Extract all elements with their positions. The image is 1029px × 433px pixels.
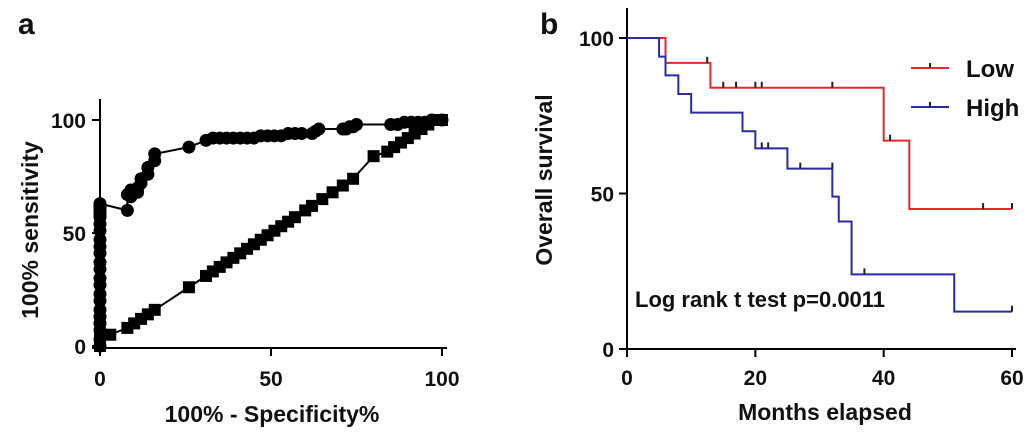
x-tick-label: 40 (872, 367, 895, 390)
roc-point (295, 127, 309, 141)
reference-point (182, 281, 195, 294)
reference-point (436, 114, 448, 126)
roc-point (312, 122, 326, 136)
roc-series (93, 113, 449, 353)
y-tick-label: 50 (591, 184, 614, 207)
x-tick-label: 100 (424, 368, 459, 391)
x-tick-label: 0 (94, 368, 106, 391)
reference-point (148, 303, 161, 316)
reference-point (288, 211, 301, 224)
x-tick-label: 0 (621, 367, 633, 390)
y-tick-label: 100 (579, 28, 614, 51)
y-tick-label: 0 (602, 339, 614, 362)
reference-point (316, 193, 329, 206)
roc-point (93, 197, 107, 211)
reference-point (227, 251, 240, 264)
logrank-annotation: Log rank t test p=0.0011 (635, 287, 885, 312)
roc-point (93, 287, 107, 301)
legend-label-low: Low (966, 56, 1014, 83)
reference-point (326, 186, 339, 199)
km-ticks: 0 20 40 60 0 50 100 (579, 28, 1024, 390)
km-panel: b Overall survival Months elapsed 0 20 40 6… (531, 8, 1024, 425)
survival-curve-high (627, 37, 1012, 313)
roc-point (120, 203, 134, 217)
roc-y-axis-title: 100% sensitivity (17, 141, 43, 319)
reference-point (367, 150, 380, 163)
reference-point (347, 172, 360, 185)
y-tick-label: 100 (51, 110, 86, 133)
roc-ticks: 0 50 100 0 50 100 (51, 110, 460, 391)
panel-letter-a: a (18, 8, 35, 41)
reference-point (94, 333, 106, 346)
roc-x-axis-title: 100% - Specificity% (165, 401, 380, 427)
reference-point (104, 328, 117, 341)
roc-panel: a 100% sensitivity 100% - Specificity% 0… (17, 8, 460, 427)
roc-point (148, 147, 162, 161)
reference-point (306, 199, 319, 212)
x-tick-label: 50 (259, 368, 282, 391)
y-tick-label: 0 (74, 336, 86, 359)
roc-point (182, 140, 196, 154)
reference-point (336, 179, 349, 192)
km-series (627, 37, 1013, 313)
survival-curve-low (627, 37, 1012, 211)
y-tick-label: 50 (63, 223, 86, 246)
roc-point (93, 271, 107, 285)
reference-point (254, 233, 267, 246)
km-x-axis-title: Months elapsed (738, 399, 912, 425)
roc-point (93, 255, 107, 269)
roc-point (350, 118, 363, 132)
reference-point (422, 118, 435, 131)
km-y-axis-title: Overall survival (531, 94, 557, 265)
roc-point (93, 233, 107, 247)
panel-letter-b: b (540, 8, 558, 41)
roc-point (93, 303, 107, 317)
legend: Low High (911, 56, 1019, 122)
x-tick-label: 60 (1000, 367, 1023, 390)
x-tick-label: 20 (744, 367, 767, 390)
legend-label-high: High (966, 95, 1019, 122)
